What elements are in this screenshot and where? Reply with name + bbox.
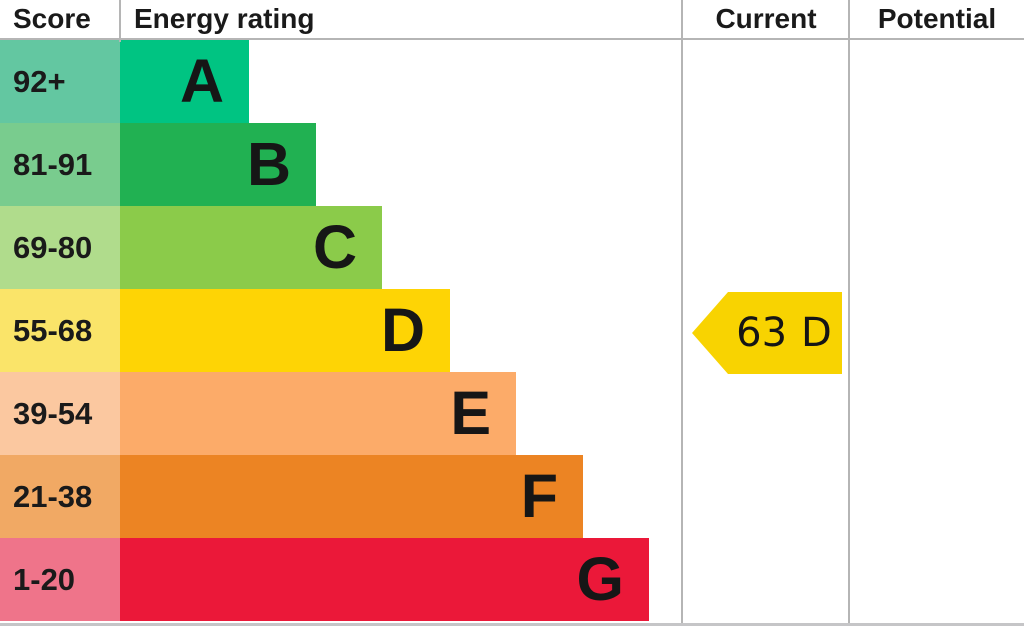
current-rating-band: D	[801, 310, 832, 356]
band-bar: A	[120, 40, 249, 123]
band-letter: D	[380, 296, 425, 364]
band-bar: C	[120, 206, 382, 289]
band-score-range: 1-20	[0, 538, 120, 621]
energy-rating-column-header: Energy rating	[134, 3, 315, 34]
band-row: 55-68 D	[0, 289, 1024, 372]
band-score-range: 55-68	[0, 289, 120, 372]
current-column-header: Current	[715, 3, 817, 34]
band-bar: F	[120, 455, 583, 538]
band-row: 92+ A	[0, 40, 1024, 123]
band-row: 39-54 E	[0, 372, 1024, 455]
band-bar: B	[120, 123, 316, 206]
potential-column-divider	[848, 0, 850, 623]
band-score-range: 81-91	[0, 123, 120, 206]
band-letter: E	[450, 379, 491, 447]
current-rating-score: 63	[736, 310, 788, 356]
current-column-divider	[681, 0, 683, 623]
band-row: 69-80 C	[0, 206, 1024, 289]
band-score-range: 69-80	[0, 206, 120, 289]
band-bar: E	[120, 372, 516, 455]
band-bar: G	[120, 538, 649, 621]
band-score-range: 39-54	[0, 372, 120, 455]
band-letter: F	[520, 462, 558, 530]
band-letter: C	[312, 213, 357, 281]
band-row: 81-91 B	[0, 123, 1024, 206]
band-row: 21-38 F	[0, 455, 1024, 538]
band-score-range: 21-38	[0, 455, 120, 538]
band-row: 1-20 G	[0, 538, 1024, 621]
band-letter: B	[246, 130, 291, 198]
band-letter: A	[179, 47, 224, 115]
bands-rows: 92+ A 81-91 B 69-80 C 55-68 D 39-54 E 21…	[0, 40, 1024, 621]
band-score-range: 92+	[0, 40, 120, 123]
band-bar: D	[120, 289, 450, 372]
potential-column-header: Potential	[877, 3, 997, 34]
score-column-header: Score	[13, 3, 91, 34]
chart-header-row: Score Energy rating Current Potential	[0, 0, 1024, 40]
score-column-divider	[119, 0, 121, 42]
current-rating-arrow: 63 D	[692, 292, 842, 374]
band-letter: G	[576, 545, 624, 613]
